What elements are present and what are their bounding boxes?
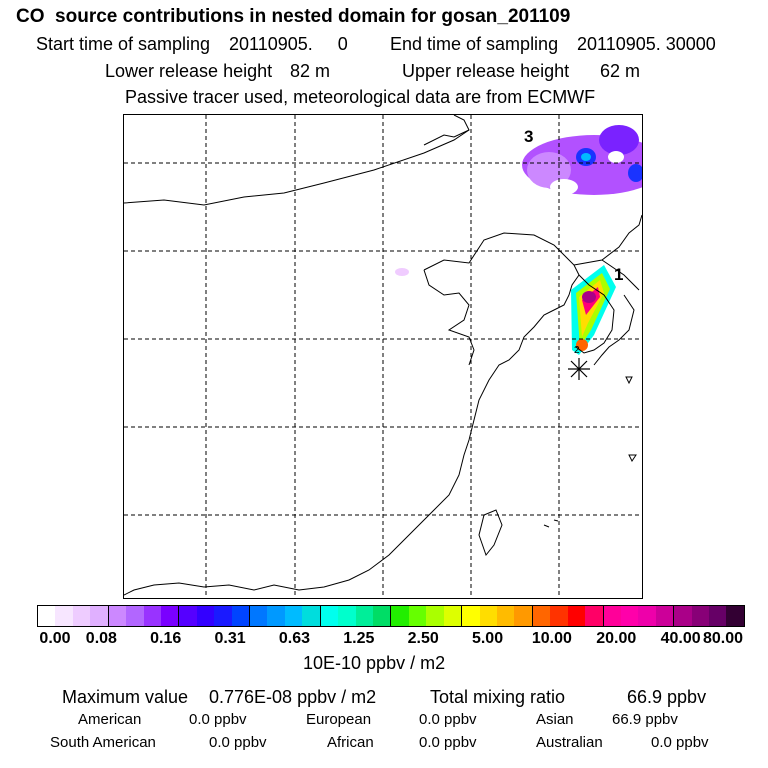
african-value: 0.0 ppbv	[419, 734, 477, 751]
colorbar-tick-label: 0.31	[214, 630, 246, 647]
colorbar-segment	[38, 606, 56, 626]
south-american-value: 0.0 ppbv	[209, 734, 267, 751]
american-value: 0.0 ppbv	[189, 711, 247, 728]
max-value-label: Maximum value	[62, 687, 189, 707]
colorbar-segment	[567, 606, 586, 626]
colorbar-segment	[214, 606, 232, 626]
colorbar-segment	[496, 606, 515, 626]
colorbar-segment	[603, 606, 621, 626]
colorbar	[37, 605, 745, 627]
australian-label: Australian	[536, 734, 603, 751]
cluster-label-1: 1	[614, 265, 623, 284]
lower-height-value: 82 m	[290, 61, 331, 81]
start-time-label: Start time of sampling	[36, 34, 211, 54]
colorbar-segment	[674, 606, 692, 626]
colorbar-segment	[514, 606, 533, 626]
colorbar-segment	[302, 606, 321, 626]
colorbar-segment	[126, 606, 144, 626]
african-label: African	[327, 734, 374, 751]
asian-label: Asian	[536, 711, 574, 728]
colorbar-tick-label: 10.00	[531, 630, 572, 647]
colorbar-segment	[479, 606, 497, 626]
upper-height-label: Upper release height	[402, 61, 570, 81]
colorbar-tick-label: 40.00	[660, 630, 701, 647]
total-mixing-value: 66.9 ppbv	[627, 687, 707, 707]
european-label: European	[306, 711, 372, 728]
colorbar-segment	[408, 606, 427, 626]
map-panel: 3 1 2	[123, 114, 666, 599]
end-time-value: 20110905. 30000	[577, 34, 716, 54]
page-title: CO source contributions in nested domain…	[16, 6, 571, 27]
colorbar-segment	[267, 606, 285, 626]
colorbar-segment	[55, 606, 73, 626]
colorbar-segment	[284, 606, 303, 626]
colorbar-segment	[726, 606, 744, 626]
colorbar-tick-label: 80.00	[702, 630, 744, 647]
colorbar-segment	[709, 606, 727, 626]
american-label: American	[78, 711, 142, 728]
colorbar-segment	[550, 606, 568, 626]
colorbar-segment	[443, 606, 463, 626]
colorbar-tick-label: 5.00	[471, 630, 504, 647]
upper-height-value: 62 m	[600, 61, 641, 81]
plume-korea	[571, 265, 616, 355]
colorbar-tick-label: 0.16	[150, 630, 182, 647]
colorbar-segment	[72, 606, 91, 626]
colorbar-segment	[391, 606, 409, 626]
colorbar-segment	[196, 606, 215, 626]
colorbar-tick-label: 0.00	[39, 630, 71, 647]
colorbar-unit: 10E-10 ppbv / m2	[303, 653, 446, 673]
colorbar-segment	[108, 606, 127, 626]
plume-north-east	[522, 125, 666, 195]
receptor-star-icon	[568, 358, 590, 380]
lower-height-label: Lower release height	[105, 61, 273, 81]
end-time-label: End time of sampling	[390, 34, 559, 54]
colorbar-segment	[585, 606, 604, 626]
asian-value: 66.9 ppbv	[612, 711, 678, 728]
colorbar-segment	[462, 606, 480, 626]
colorbar-tick-label: 1.25	[343, 630, 375, 647]
map-svg: 3 1 2	[123, 114, 666, 598]
colorbar-segment	[532, 606, 551, 626]
colorbar-segment	[373, 606, 392, 626]
colorbar-segment	[655, 606, 675, 626]
south-american-label: South American	[50, 734, 156, 751]
colorbar-segment	[338, 606, 356, 626]
colorbar-segment	[231, 606, 251, 626]
colorbar-tick-label: 20.00	[596, 630, 637, 647]
colorbar-segment	[320, 606, 339, 626]
colorbar-segment	[355, 606, 374, 626]
colorbar-tick-label: 0.63	[278, 630, 311, 647]
coastlines	[123, 114, 643, 596]
colorbar-segment	[160, 606, 180, 626]
max-value: 0.776E-08 ppbv / m2	[209, 687, 377, 707]
european-value: 0.0 ppbv	[419, 711, 477, 728]
cluster-label-3: 3	[524, 127, 533, 146]
colorbar-segment	[620, 606, 639, 626]
total-mixing-label: Total mixing ratio	[430, 687, 566, 707]
colorbar-segment	[691, 606, 710, 626]
cluster-label-2: 2	[574, 345, 580, 356]
colorbar-segment	[179, 606, 197, 626]
colorbar-segment	[250, 606, 268, 626]
tracer-info: Passive tracer used, meteorological data…	[125, 87, 596, 107]
australian-value: 0.0 ppbv	[651, 734, 709, 751]
start-time-value: 20110905. 0	[229, 34, 348, 54]
colorbar-segment	[90, 606, 109, 626]
colorbar-segment	[426, 606, 444, 626]
colorbar-tick-label: 2.50	[407, 630, 439, 647]
colorbar-segment	[143, 606, 161, 626]
grid-lines	[124, 115, 642, 598]
colorbar-segment	[638, 606, 656, 626]
plume-small	[395, 268, 409, 276]
colorbar-tick-label: 0.08	[85, 630, 117, 647]
